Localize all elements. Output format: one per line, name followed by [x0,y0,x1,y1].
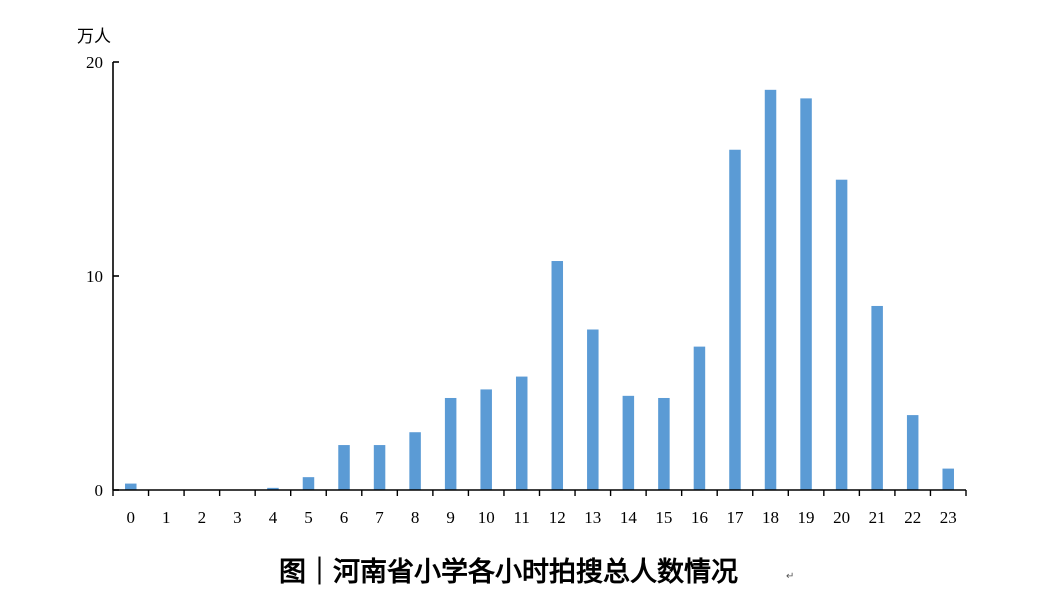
x-tick-label: 6 [340,508,349,527]
bar-hour-4 [267,487,279,490]
x-tick-label: 23 [940,508,957,527]
x-tick-label: 13 [584,508,601,527]
x-tick-label: 15 [655,508,672,527]
x-tick-label: 16 [691,508,708,527]
bar-hour-17 [729,149,741,491]
x-tick-label: 12 [549,508,566,527]
x-tick-label: 0 [127,508,136,527]
bar-hour-13 [587,329,599,490]
bar-hour-23 [942,468,954,490]
x-tick-label: 4 [269,508,278,527]
x-tick-label: 5 [304,508,313,527]
x-tick-label: 10 [478,508,495,527]
y-tick-label: 0 [95,481,104,500]
x-tick-label: 8 [411,508,420,527]
bar-hour-14 [622,395,635,490]
bar-hour-11 [515,376,528,490]
x-tick-label: 2 [198,508,207,527]
y-axis-unit-label: 万人 [77,27,111,47]
x-tick-label: 3 [233,508,242,527]
axes-group [112,61,967,496]
x-tick-label: 20 [833,508,850,527]
chart-caption: 图｜河南省小学各小时拍搜总人数情况 [279,556,738,588]
x-tick-label: 19 [798,508,815,527]
bar-hour-20 [835,179,848,490]
bar-hour-21 [871,305,883,490]
x-tick-label: 1 [162,508,171,527]
bar-hour-18 [764,89,777,490]
x-tick-label: 18 [762,508,779,527]
bar-hour-7 [373,445,386,490]
bar-hour-16 [693,346,706,490]
bar-hour-8 [409,432,421,490]
bar-hour-10 [480,389,492,490]
bar-hour-19 [800,98,812,490]
bars-group [125,89,954,491]
x-tick-label: 14 [620,508,638,527]
x-tick-label: 9 [446,508,455,527]
x-tick-label: 11 [514,508,530,527]
paragraph-mark: ↵ [786,571,794,582]
x-tick-label: 7 [375,508,384,527]
bar-hour-12 [551,261,564,490]
bar-hour-0 [125,483,137,490]
y-tick-label: 10 [86,267,103,286]
x-tick-label: 22 [904,508,921,527]
bar-hour-5 [302,477,315,490]
bar-hour-9 [444,397,457,490]
x-tick-label: 21 [869,508,886,527]
bar-hour-15 [658,397,670,490]
bar-hour-6 [338,445,350,490]
x-tick-label: 17 [726,508,744,527]
y-tick-label: 20 [86,53,103,72]
bar-hour-22 [906,415,919,490]
